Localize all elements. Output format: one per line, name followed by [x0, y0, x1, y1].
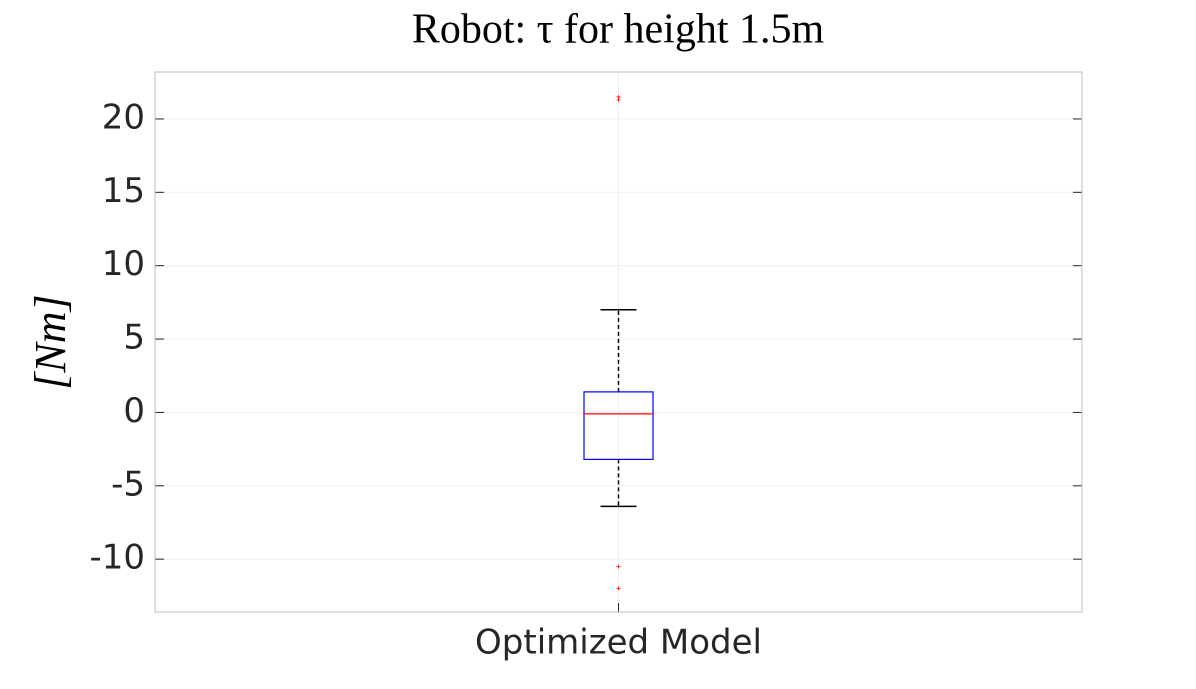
- y-tick-label: 10: [102, 244, 145, 284]
- outlier: [616, 586, 621, 591]
- y-tick-label: -5: [111, 464, 145, 504]
- y-tick-label: 20: [102, 97, 145, 137]
- plot-frame: [154, 71, 1083, 613]
- y-tick-label: 15: [102, 171, 145, 211]
- x-tick-label: Optimized Model: [475, 623, 762, 663]
- y-tick-label: -10: [89, 538, 145, 578]
- chart-title: Robot: τ for height 1.5m: [412, 7, 825, 53]
- box: [583, 391, 654, 460]
- y-tick-label: 5: [123, 318, 145, 358]
- outlier: [616, 97, 621, 102]
- y-tick-label: 0: [123, 391, 145, 431]
- outlier: [616, 564, 621, 569]
- y-axis-label: [Nm]: [26, 294, 75, 389]
